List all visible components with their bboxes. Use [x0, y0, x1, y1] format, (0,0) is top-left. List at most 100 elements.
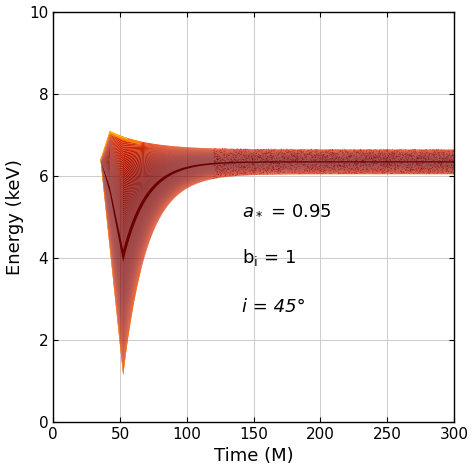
Point	[231, 160, 239, 167]
Point	[308, 146, 315, 153]
Point	[392, 168, 399, 175]
Point	[214, 156, 221, 164]
Point	[329, 153, 337, 161]
Point	[277, 164, 285, 171]
Point	[349, 158, 356, 166]
Point	[368, 154, 375, 162]
Point	[364, 164, 372, 172]
Point	[429, 157, 437, 164]
Point	[351, 155, 359, 162]
Point	[311, 165, 319, 172]
Point	[235, 148, 243, 156]
Point	[433, 146, 440, 154]
Point	[326, 164, 334, 171]
Point	[216, 162, 224, 170]
Point	[281, 169, 288, 177]
Point	[293, 147, 301, 155]
Point	[330, 149, 338, 156]
Point	[279, 154, 286, 162]
Point	[296, 159, 304, 167]
Point	[376, 156, 383, 164]
Point	[372, 156, 380, 164]
Point	[234, 158, 242, 166]
Point	[410, 152, 418, 160]
Point	[428, 149, 436, 157]
Point	[413, 161, 420, 168]
Point	[417, 166, 424, 174]
Point	[233, 164, 241, 171]
Point	[287, 162, 295, 169]
Point	[250, 167, 258, 175]
Point	[391, 161, 399, 169]
Point	[329, 151, 337, 159]
Point	[292, 154, 300, 161]
Point	[330, 154, 338, 161]
Point	[374, 162, 382, 170]
Point	[387, 150, 395, 158]
Point	[436, 152, 443, 159]
Point	[386, 163, 393, 171]
Point	[405, 169, 412, 177]
Point	[352, 167, 359, 175]
Point	[281, 165, 289, 172]
Point	[227, 157, 235, 165]
Point	[302, 165, 310, 173]
Point	[263, 161, 271, 168]
Point	[388, 170, 395, 177]
Point	[233, 168, 241, 176]
Point	[225, 165, 233, 173]
Point	[264, 164, 271, 171]
Point	[414, 164, 422, 171]
Point	[225, 160, 232, 167]
Point	[270, 147, 278, 154]
Point	[408, 148, 416, 155]
Point	[433, 161, 441, 169]
Point	[383, 159, 391, 167]
Point	[219, 145, 226, 152]
Point	[440, 149, 447, 157]
Point	[294, 160, 302, 168]
Point	[342, 168, 349, 176]
Point	[446, 156, 453, 163]
Point	[267, 159, 275, 166]
Point	[322, 149, 330, 157]
Point	[213, 149, 220, 157]
Point	[322, 166, 330, 174]
Point	[251, 165, 259, 172]
Point	[353, 170, 361, 177]
Point	[241, 152, 249, 159]
Point	[434, 169, 442, 177]
Point	[264, 158, 272, 165]
Point	[306, 151, 313, 158]
Point	[255, 164, 263, 172]
Point	[418, 153, 425, 160]
Point	[240, 170, 248, 177]
Point	[263, 168, 270, 175]
Point	[249, 157, 256, 164]
Point	[310, 158, 318, 165]
Point	[435, 150, 443, 157]
Point	[321, 153, 329, 160]
Point	[445, 167, 453, 175]
Point	[350, 162, 357, 170]
Point	[344, 150, 352, 157]
Point	[225, 165, 232, 173]
Point	[319, 154, 326, 161]
Point	[383, 162, 391, 169]
Point	[379, 165, 387, 172]
Point	[408, 146, 416, 153]
Point	[449, 159, 456, 166]
Point	[251, 164, 258, 172]
Point	[439, 152, 447, 159]
Point	[302, 153, 310, 160]
Point	[219, 145, 227, 152]
Point	[210, 174, 218, 182]
Point	[346, 169, 353, 176]
Point	[265, 156, 273, 163]
Point	[422, 155, 430, 162]
Point	[293, 164, 301, 172]
Point	[329, 165, 337, 173]
Point	[382, 153, 389, 161]
Point	[357, 146, 365, 154]
Point	[273, 156, 281, 164]
